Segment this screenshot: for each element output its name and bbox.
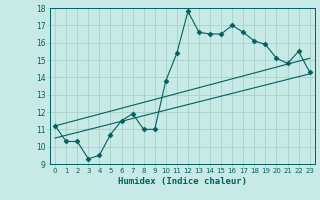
X-axis label: Humidex (Indice chaleur): Humidex (Indice chaleur) bbox=[118, 177, 247, 186]
